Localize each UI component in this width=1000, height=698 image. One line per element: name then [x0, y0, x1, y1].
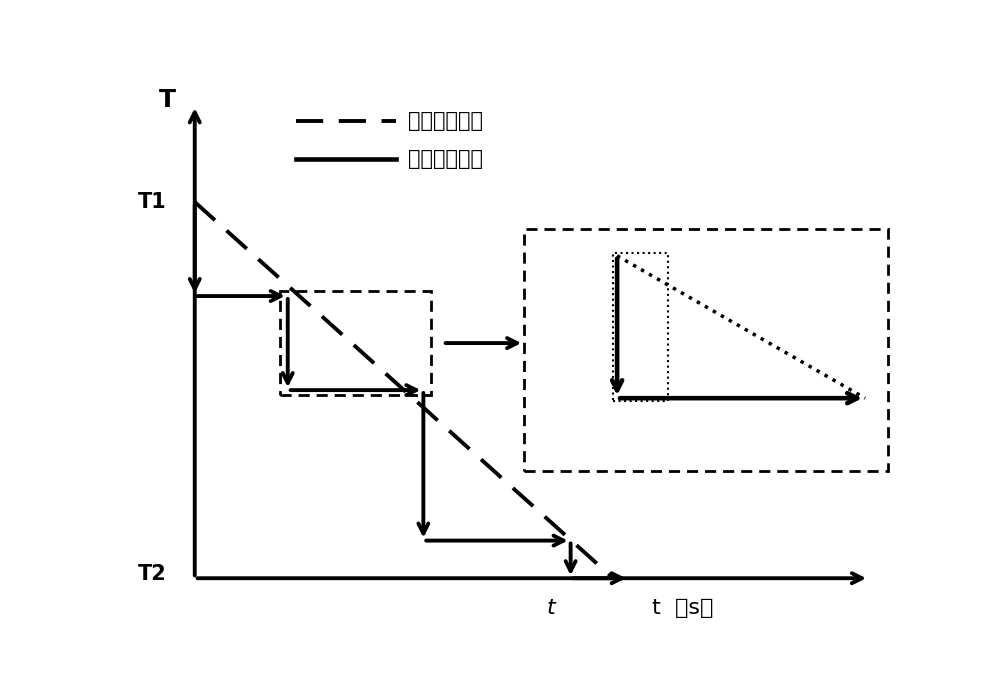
- Bar: [280, 290, 431, 396]
- Text: T1: T1: [138, 192, 166, 212]
- Text: T: T: [159, 88, 176, 112]
- Text: k: k: [640, 312, 652, 331]
- Text: T2: T2: [138, 564, 166, 584]
- Text: t2: t2: [770, 408, 790, 426]
- Bar: [524, 229, 888, 470]
- Text: 实际降温曲线: 实际降温曲线: [408, 149, 483, 169]
- Text: K: K: [727, 285, 740, 304]
- Text: ΔT: ΔT: [539, 318, 564, 336]
- Text: t1: t1: [607, 408, 627, 426]
- Text: t  （s）: t （s）: [652, 597, 714, 618]
- Text: 拟合降温曲线: 拟合降温曲线: [408, 112, 483, 131]
- Text: t: t: [547, 597, 556, 618]
- Bar: [613, 253, 668, 401]
